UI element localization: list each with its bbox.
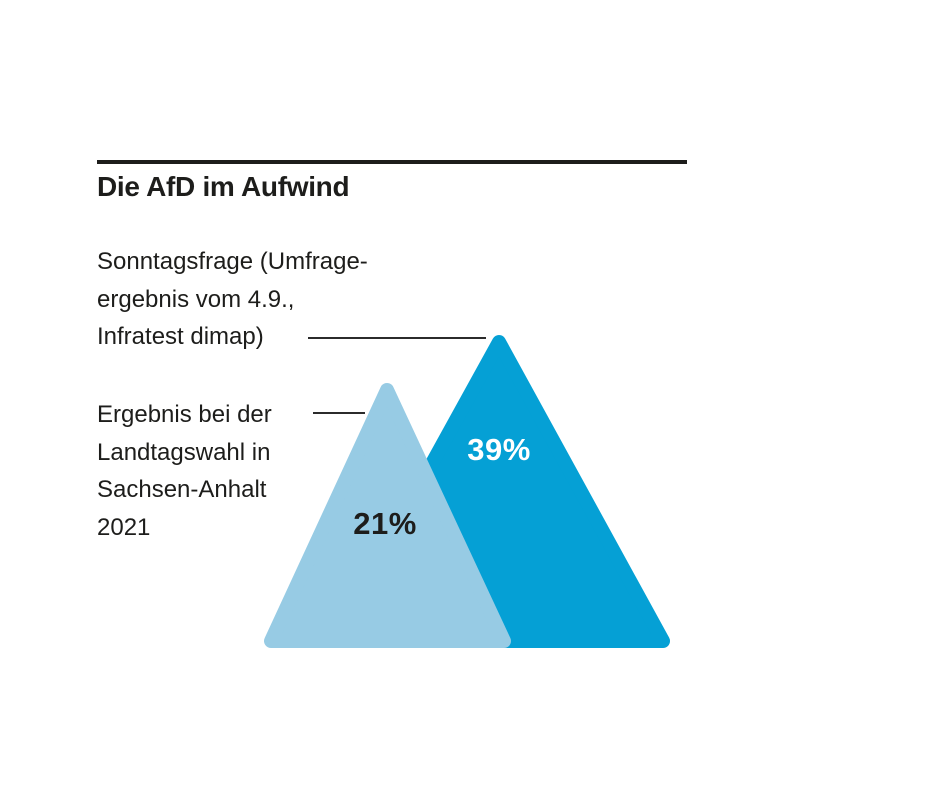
annotation-survey: Sonntagsfrage (Umfrage- ergebnis vom 4.9…: [97, 243, 368, 356]
annotation-election: Ergebnis bei der Landtagswahl in Sachsen…: [97, 396, 272, 546]
annotation-election-line-4: 2021: [97, 513, 151, 541]
annotation-survey-line-2: ergebnis vom 4.9.,: [97, 285, 295, 313]
election-value-label: 21%: [353, 506, 417, 541]
annotation-election-line-3: Sachsen-Anhalt: [97, 476, 267, 503]
chart-title: Die AfD im Aufwind: [97, 171, 350, 202]
election-triangle: [264, 383, 511, 648]
annotation-survey-line-3: Infratest dimap): [97, 323, 264, 350]
annotation-election-line-1: Ergebnis bei der: [97, 401, 272, 428]
annotation-election-line-2: Landtagswahl in: [97, 438, 271, 466]
annotation-survey-line-1: Sonntagsfrage (Umfrage-: [97, 248, 368, 275]
title-rule: [97, 160, 687, 164]
survey-value-label: 39%: [467, 432, 531, 467]
